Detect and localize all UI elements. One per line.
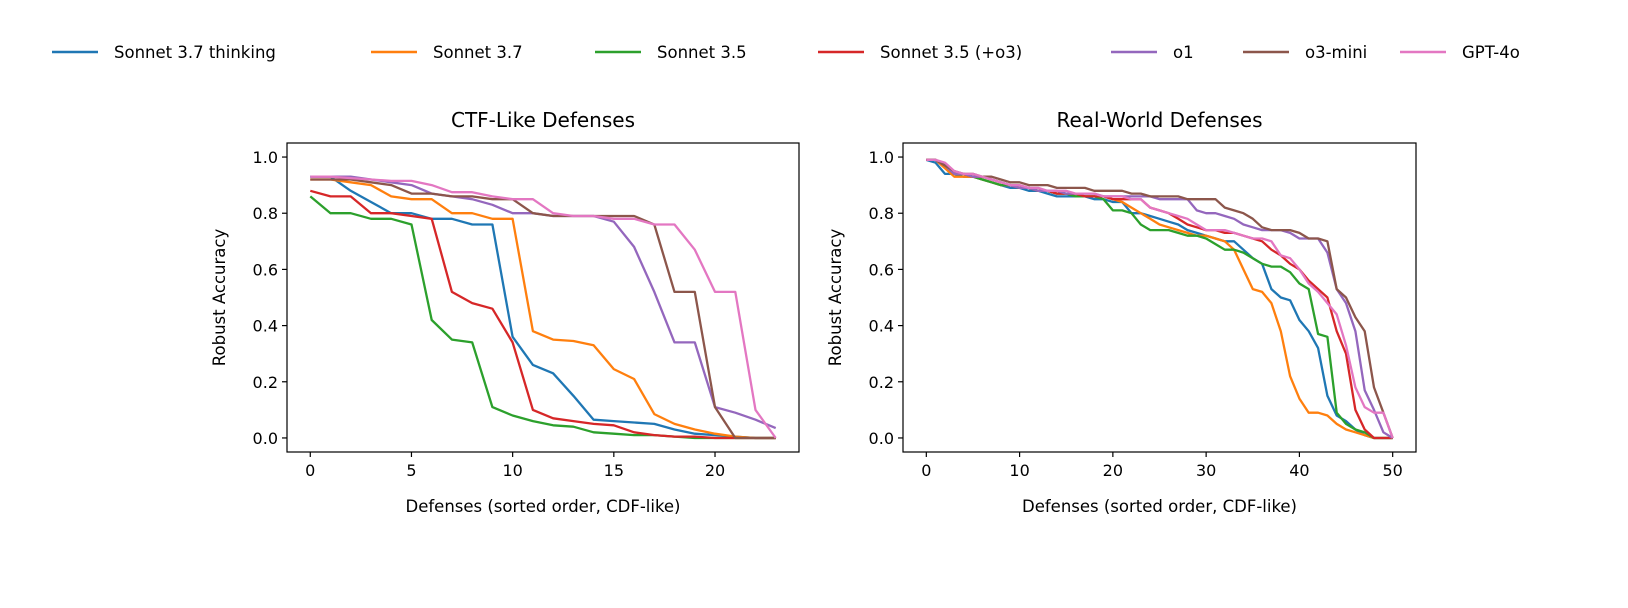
x-axis-label: Defenses (sorted order, CDF-like) [1022,497,1297,516]
series-line-sonnet-3-5 [926,158,1393,440]
x-tick-label: 40 [1289,461,1309,480]
legend-label: GPT-4o [1462,43,1520,62]
legend-item: o1 [1111,43,1194,62]
y-tick-label: 0.8 [253,204,278,223]
y-tick-label: 0.6 [869,260,894,279]
axes-frame [902,142,1417,453]
y-tick-label: 0.8 [869,204,894,223]
chart-title: Real-World Defenses [1056,108,1262,132]
legend-label: Sonnet 3.5 (+o3) [880,43,1022,62]
chart-title: CTF-Like Defenses [451,108,635,132]
legend-label: Sonnet 3.7 [433,43,523,62]
series-line-gpt-4o [310,175,777,439]
legend-item: o3-mini [1243,43,1367,62]
x-tick-label: 20 [705,461,725,480]
y-axis-label: Robust Accuracy [210,229,229,367]
legend-item: Sonnet 3.7 thinking [52,43,276,62]
y-tick-label: 1.0 [253,148,278,167]
x-tick-label: 0 [305,461,315,480]
real-world-chart: 0 10 20 30 40 50 0.0 0.2 0.4 0.6 0.8 1.0 Real-World … [826,108,1417,516]
legend: Sonnet 3.7 thinking Sonnet 3.7 Sonnet 3.5 S… [52,43,1520,62]
y-tick-label: 0.4 [253,317,278,336]
series-line-sonnet-3-5 [309,195,776,440]
x-tick-label: 50 [1383,461,1403,480]
x-tick-label: 30 [1196,461,1216,480]
x-tick-label: 5 [406,461,416,480]
series-line-sonnet-3-5-o3- [309,189,776,440]
y-tick-label: 0.2 [253,373,278,392]
x-tick-label: 10 [502,461,522,480]
y-tick-label: 0.4 [869,317,894,336]
y-tick-label: 0.6 [253,260,278,279]
series-line-sonnet-3-7-thinking [310,175,776,440]
x-tick-label: 10 [1009,461,1029,480]
y-tick-label: 1.0 [869,148,894,167]
legend-item: Sonnet 3.7 [371,43,523,62]
legend-item: Sonnet 3.5 (+o3) [818,43,1022,62]
x-tick-label: 15 [604,461,624,480]
series-line-o3-mini [310,178,776,440]
legend-label: o3-mini [1305,43,1367,62]
legend-label: o1 [1173,43,1194,62]
y-axis-label: Robust Accuracy [826,229,845,367]
series-line-sonnet-3-7 [310,178,776,440]
y-tick-label: 0.0 [253,429,278,448]
x-tick-label: 20 [1103,461,1123,480]
x-axis-label: Defenses (sorted order, CDF-like) [406,497,681,516]
ctf-like-chart: 0 5 10 15 20 0.0 0.2 0.4 0.6 0.8 1.0 CTF-Like Defen… [210,108,800,516]
x-tick-label: 0 [921,461,931,480]
y-tick-label: 0.0 [869,429,894,448]
legend-item: Sonnet 3.5 [595,43,747,62]
series-line-o3-mini [926,158,1394,439]
axes-frame [286,142,800,453]
series-line-gpt-4o [926,158,1394,439]
legend-label: Sonnet 3.5 [657,43,747,62]
legend-item: GPT-4o [1400,43,1520,62]
y-tick-label: 0.2 [869,373,894,392]
legend-label: Sonnet 3.7 thinking [114,43,276,62]
